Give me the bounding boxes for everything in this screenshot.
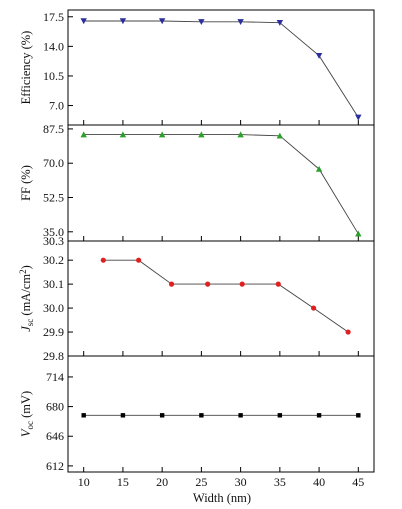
panel-efficiency-point: [119, 18, 127, 25]
panel-ff-point: [80, 131, 87, 138]
panel-jsc-ytick-label: 30.1: [43, 277, 64, 291]
panel-ff-ytick-label: 52.5: [43, 191, 64, 205]
x-tick-label: 40: [313, 475, 325, 489]
panel-voc-point: [316, 413, 322, 418]
panel-jsc-point: [310, 305, 317, 311]
x-tick-label: 30: [235, 475, 247, 489]
panel-jsc-ytick-label: 29.9: [43, 325, 64, 339]
panel-voc: 714 680 646 612 Voc (mV): [19, 355, 375, 473]
panel-efficiency-ylabel: Efficiency (%): [19, 31, 33, 105]
panel-jsc-point: [239, 281, 245, 287]
panel-jsc-ytick-label: 30.2: [43, 253, 64, 267]
panel-voc-point: [199, 413, 204, 418]
panel-ff-point: [355, 230, 362, 237]
panel-efficiency-ytick-label: 17.5: [43, 10, 64, 24]
panel-voc-point: [356, 413, 361, 418]
panel-jsc-ylabel: Jsc (mA/cm2): [18, 265, 35, 332]
x-tick-label: 35: [274, 475, 286, 489]
panel-ff-ytick-label: 87.5: [43, 122, 64, 136]
panel-ff-frame: [67, 124, 375, 242]
panel-ff-ytick-label: 30.3: [43, 234, 64, 248]
panel-voc-frame: [67, 355, 375, 473]
panel-efficiency-point: [198, 19, 205, 26]
panel-efficiency-ytick-label: 7.0: [49, 99, 64, 113]
panel-voc-ytick-label: 612: [46, 459, 64, 473]
panel-ff-ytick-label: 35.0: [43, 225, 64, 239]
panel-ff-point: [198, 131, 205, 138]
panel-efficiency-series-line: [83, 20, 359, 118]
panel-ff-point: [315, 165, 323, 172]
panel-jsc-ytick-label: 29.8: [43, 349, 64, 363]
panel-ff-series-line: [83, 134, 359, 235]
panel-efficiency-ytick-label: 10.5: [43, 69, 64, 83]
panel-efficiency-frame: [67, 9, 375, 126]
panel-voc-point: [81, 413, 86, 418]
x-tick-label: 45: [352, 475, 364, 489]
panel-efficiency-point: [315, 52, 323, 59]
panel-jsc-series-line: [103, 259, 349, 333]
panel-voc-ytick-label: 646: [46, 429, 64, 443]
panel-jsc-frame: [67, 240, 375, 357]
panel-ff-point: [237, 131, 244, 138]
panel-ff-point: [158, 131, 166, 138]
panel-ff-ylabel: FF (%): [19, 165, 33, 201]
panel-efficiency-point: [276, 19, 284, 26]
panel-voc-point: [238, 413, 243, 418]
x-tick-label: 20: [156, 475, 168, 489]
x-tick-label: 15: [117, 475, 129, 489]
panel-ff-point: [119, 131, 127, 138]
panel-voc-ylabel: Voc (mV): [19, 391, 35, 437]
panels: 17.5 14.0 10.5 7.0 Efficiency (%) 87.5 70.0 52.…: [18, 9, 375, 489]
panel-voc-ytick-label: 680: [46, 400, 64, 414]
panel-voc-ytick-label: 714: [46, 370, 64, 384]
panel-jsc-ytick-label: 30.0: [43, 301, 64, 315]
panel-efficiency-point: [158, 18, 166, 25]
x-tick-label: 25: [195, 475, 207, 489]
panel-efficiency-point: [80, 18, 87, 25]
panel-jsc-point: [100, 257, 106, 263]
panel-jsc: 30.2 30.1 30.0 29.9 29.8 Jsc (mA/cm2): [18, 240, 375, 363]
panel-ff: 87.5 70.0 52.5 35.030.3 FF (%): [19, 122, 375, 248]
panel-jsc-point: [136, 257, 142, 263]
panel-efficiency-point: [237, 19, 244, 26]
x-tick-label: 10: [78, 475, 90, 489]
panel-jsc-point: [345, 329, 351, 335]
x-axis-label: Width (nm): [193, 491, 251, 505]
panel-jsc-point: [205, 281, 211, 287]
panel-efficiency-ytick-label: 14.0: [43, 39, 64, 53]
panel-efficiency-point: [355, 114, 362, 121]
panel-voc-point: [277, 413, 283, 418]
panel-jsc-point: [168, 281, 175, 287]
panel-jsc-point: [275, 281, 281, 287]
panel-ff-point: [276, 132, 284, 139]
panel-efficiency: 17.5 14.0 10.5 7.0 Efficiency (%): [19, 9, 375, 126]
panel-voc-point: [120, 413, 126, 418]
panel-ff-ytick-label: 70.0: [43, 156, 64, 170]
panel-voc-point: [159, 413, 165, 418]
